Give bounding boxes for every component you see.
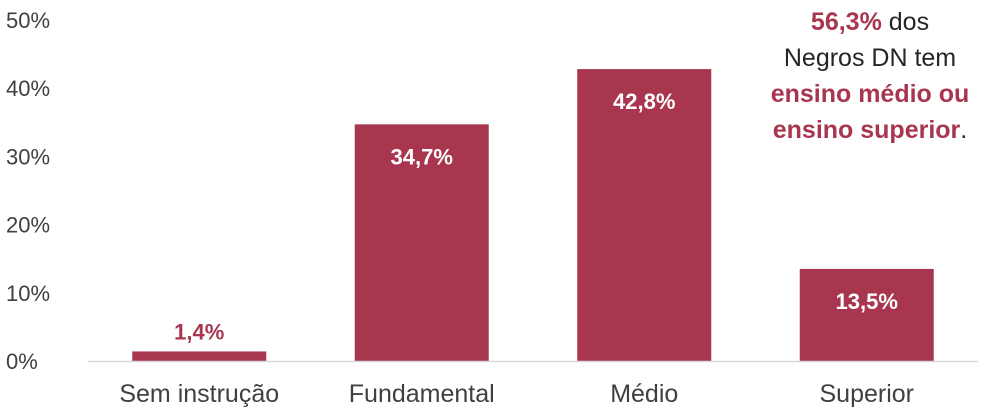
annotation-line-1: 56,3% dos (745, 4, 995, 40)
y-tick-label: 40% (6, 76, 50, 101)
data-label: 13,5% (836, 289, 898, 314)
x-category-label: Médio (610, 380, 678, 408)
chart-annotation: 56,3% dos Negros DN tem ensino médio ou … (745, 4, 995, 148)
x-category-label: Fundamental (349, 380, 495, 408)
annotation-percent: 56,3% (810, 8, 882, 36)
y-tick-label: 0% (6, 349, 38, 374)
bar (132, 351, 267, 361)
annotation-line-3: ensino médio ou (745, 76, 995, 112)
y-tick-label: 20% (6, 213, 50, 238)
x-category-label: Sem instrução (119, 380, 279, 408)
annotation-text-1: dos (881, 8, 930, 36)
y-tick-label: 50% (6, 8, 50, 33)
annotation-line-4: ensino superior. (745, 112, 995, 148)
data-label: 34,7% (391, 144, 453, 169)
annotation-highlight-superior: ensino superior (772, 116, 961, 144)
annotation-line-2: Negros DN tem (783, 44, 957, 72)
bar (577, 69, 712, 361)
y-tick-label: 10% (6, 281, 50, 306)
bar (799, 268, 934, 361)
x-category-label: Superior (820, 380, 915, 408)
data-label: 1,4% (174, 319, 224, 344)
annotation-text-4: . (960, 116, 968, 144)
bar (354, 124, 489, 361)
y-tick-label: 30% (6, 144, 50, 169)
annotation-highlight-medio: ensino médio ou (770, 80, 970, 108)
data-label: 42,8% (613, 89, 675, 114)
